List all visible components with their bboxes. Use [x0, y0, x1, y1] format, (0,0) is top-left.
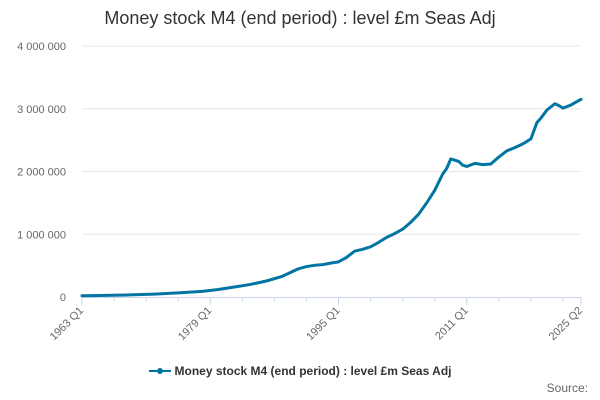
y-tick-label: 3 000 000	[17, 104, 66, 116]
series-line	[80, 97, 583, 298]
source-link[interactable]: Source:	[546, 381, 588, 395]
chart-title: Money stock M4 (end period) : level £m S…	[104, 8, 496, 28]
legend[interactable]: Money stock M4 (end period) : level £m S…	[0, 364, 600, 378]
y-tick-label: 2 000 000	[17, 167, 66, 179]
x-tick-label: 1963 Q1	[48, 305, 86, 343]
x-tick-label: 1979 Q1	[176, 305, 214, 343]
y-tick-label: 4 000 000	[17, 41, 66, 53]
legend-label: Money stock M4 (end period) : level £m S…	[174, 364, 452, 378]
y-tick-label: 1 000 000	[17, 229, 66, 241]
y-tick-label: 0	[60, 292, 66, 304]
legend-marker-icon	[156, 368, 163, 374]
x-tick-label: 2025 Q2	[547, 305, 585, 343]
x-tick-label: 1995 Q1	[304, 305, 342, 343]
x-tick-label: 2011 Q1	[433, 305, 471, 343]
legend-symbol	[148, 366, 171, 376]
